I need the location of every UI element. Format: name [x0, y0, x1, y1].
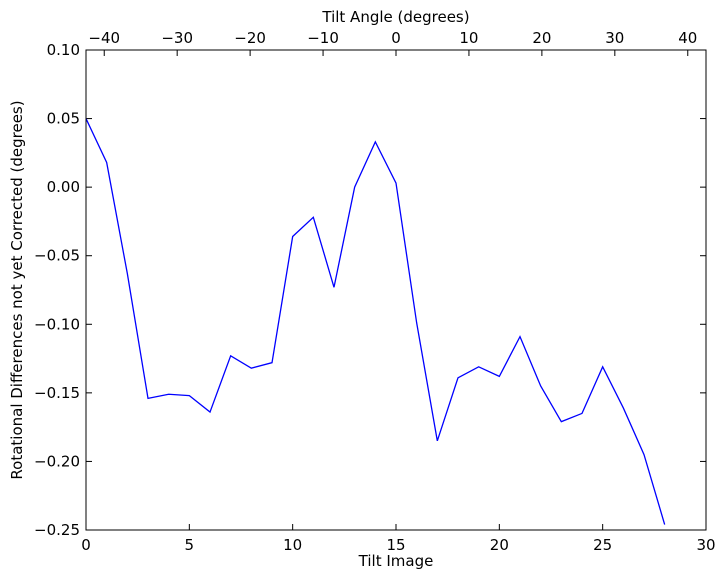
- x-tick-label: 30: [696, 536, 715, 554]
- x-tick-label: 20: [490, 536, 509, 554]
- y-tick-label: −0.10: [34, 315, 80, 333]
- x-axis-title: Tilt Image: [358, 552, 434, 570]
- x-tick-label: 10: [283, 536, 302, 554]
- top-x-tick-label: 40: [678, 29, 697, 47]
- series-line-rotational-differences: [85, 118, 666, 525]
- ticks-layer: [85, 49, 707, 531]
- x-tick-label: 25: [593, 536, 612, 554]
- top-x-tick-label: −40: [88, 29, 120, 47]
- y-tick-label: 0.05: [47, 110, 80, 128]
- y-tick-label: −0.15: [34, 384, 80, 402]
- top-x-tick-label: 0: [391, 29, 401, 47]
- y-tick-label: −0.25: [34, 521, 80, 539]
- x-tick-label: 15: [386, 536, 405, 554]
- top-x-tick-label: −30: [161, 29, 193, 47]
- top-x-tick-label: −10: [307, 29, 339, 47]
- x-tick-label: 5: [185, 536, 195, 554]
- x-tick-label: 0: [81, 536, 91, 554]
- top-x-tick-label: −20: [234, 29, 266, 47]
- y-tick-label: 0.10: [47, 41, 80, 59]
- top-x-tick-label: 30: [605, 29, 624, 47]
- plot-frame: [85, 49, 707, 531]
- top-x-axis-title: Tilt Angle (degrees): [321, 8, 469, 26]
- top-x-tick-label: 10: [459, 29, 478, 47]
- y-tick-label: −0.20: [34, 452, 80, 470]
- y-tick-label: 0.00: [47, 178, 80, 196]
- y-axis-title: Rotational Differences not yet Corrected…: [8, 100, 26, 479]
- labels-layer: 0 5 10 15 20 25 30 −40 −30 −20 −10 0 10 20 30 40 −0.25 −0…: [34, 29, 716, 554]
- y-tick-label: −0.05: [34, 247, 80, 265]
- top-x-tick-label: 20: [532, 29, 551, 47]
